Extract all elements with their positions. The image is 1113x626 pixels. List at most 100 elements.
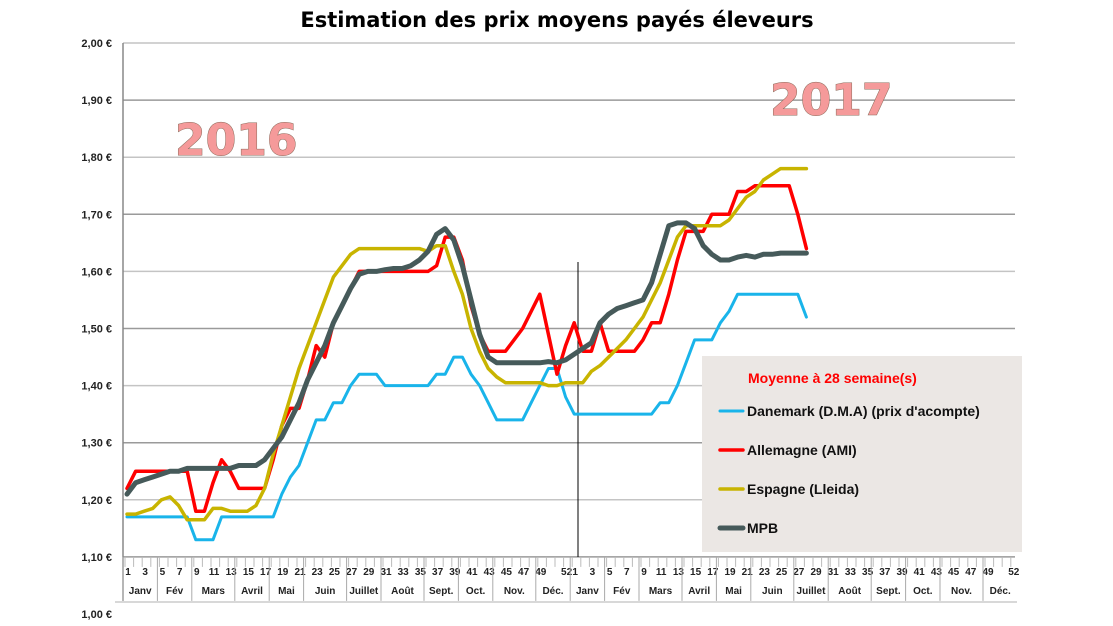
month-label: Avril [688, 586, 710, 597]
y-tick-label: 1,10 € [81, 552, 112, 564]
x-week-label: 1 [572, 567, 578, 578]
y-axis-ticks: 1,00 € 1,10 € 1,20 € 1,30 € 1,40 € 1,50 € 1,60… [81, 38, 112, 621]
year-label-2017: 2017 [770, 75, 892, 126]
x-week-label: 21 [742, 567, 754, 578]
x-week-label: 19 [724, 567, 736, 578]
y-tick-label: 1,80 € [81, 152, 112, 164]
x-week-label: 41 [466, 567, 478, 578]
x-week-label: 25 [776, 567, 788, 578]
month-label: Sept. [429, 586, 454, 597]
y-tick-label: 1,50 € [81, 324, 112, 336]
x-week-label: 13 [673, 567, 685, 578]
legend-box [702, 356, 1022, 552]
gridlines [115, 42, 1017, 603]
x-week-label: 31 [828, 567, 840, 578]
x-week-label: 49 [982, 567, 994, 578]
legend-label: Espagne (Lleida) [747, 481, 859, 497]
month-label: Juillet [797, 586, 827, 597]
x-week-label: 23 [312, 567, 324, 578]
x-week-label: 7 [624, 567, 630, 578]
series-line-mpb [124, 220, 809, 497]
month-label: Oct. [466, 586, 486, 597]
x-week-label: 47 [965, 567, 977, 578]
y-tick-label: 1,30 € [81, 438, 112, 450]
y-tick-label: 1,20 € [81, 495, 112, 507]
month-label: Fév [166, 586, 184, 597]
series-lines [124, 166, 809, 542]
x-week-label: 37 [432, 567, 444, 578]
x-week-label: 7 [177, 567, 183, 578]
x-week-label: 15 [690, 567, 702, 578]
x-week-label: 41 [914, 567, 926, 578]
x-week-label: 5 [160, 567, 166, 578]
legend-label: Danemark (D.M.A) (prix d'acompte) [747, 403, 980, 419]
x-week-label: 23 [759, 567, 771, 578]
month-label: Août [391, 586, 414, 597]
x-axis: 1 3 5 7 9 11 13 15 17 19 21 23 25 27 29 31 33 35 37 39 41 43 4… [122, 556, 1020, 601]
legend: Moyenne à 28 semaine(s) Danemark (D.M.A)… [702, 356, 1022, 552]
month-label: Déc. [990, 586, 1011, 597]
x-week-label: 5 [607, 567, 613, 578]
chart-title: Estimation des prix moyens payés éleveur… [300, 8, 813, 32]
legend-label: MPB [747, 520, 778, 536]
month-label: Juin [762, 586, 783, 597]
month-label: Fév [613, 586, 631, 597]
y-tick-label: 2,00 € [81, 38, 112, 50]
x-week-label: 49 [535, 567, 547, 578]
month-label: Mai [725, 586, 742, 597]
x-week-label: 39 [896, 567, 908, 578]
y-tick-label: 1,40 € [81, 381, 112, 393]
series-line-danemark-d-m-a-prix-d-acompte [125, 292, 808, 542]
x-week-label: 15 [243, 567, 255, 578]
month-label: Mars [202, 586, 226, 597]
legend-title: Moyenne à 28 semaine(s) [748, 370, 917, 386]
legend-label: Allemagne (AMI) [747, 442, 857, 458]
x-week-label: 25 [329, 567, 341, 578]
x-week-label: 43 [931, 567, 943, 578]
x-week-label: 21 [294, 567, 306, 578]
x-week-label: 3 [142, 567, 148, 578]
y-tick-label: 1,00 € [81, 609, 112, 621]
x-week-label: 27 [346, 567, 358, 578]
x-week-label: 27 [793, 567, 805, 578]
month-label: Janv [129, 586, 152, 597]
x-week-label: 1 [125, 567, 131, 578]
x-week-label: 39 [449, 567, 461, 578]
x-week-label: 17 [260, 567, 272, 578]
x-week-label: 45 [948, 567, 960, 578]
x-week-label: 29 [810, 567, 822, 578]
x-week-label: 35 [862, 567, 874, 578]
month-label: Août [838, 586, 861, 597]
x-week-label: 37 [879, 567, 891, 578]
y-tick-label: 1,90 € [81, 95, 112, 107]
x-week-label: 52 [561, 567, 573, 578]
month-label: Nov. [504, 586, 525, 597]
x-week-label: 31 [380, 567, 392, 578]
x-week-label: 29 [363, 567, 375, 578]
x-week-label: 9 [194, 567, 200, 578]
month-label: Avril [241, 586, 263, 597]
x-week-label: 52 [1008, 567, 1020, 578]
month-label: Janv [576, 586, 599, 597]
month-label: Mars [649, 586, 673, 597]
x-week-label: 45 [501, 567, 513, 578]
month-label: Juillet [349, 586, 379, 597]
month-label: Mai [278, 586, 295, 597]
month-label: Oct. [913, 586, 933, 597]
x-week-label: 13 [226, 567, 238, 578]
y-tick-label: 1,70 € [81, 209, 112, 221]
x-week-label: 19 [277, 567, 289, 578]
x-week-label: 43 [484, 567, 496, 578]
month-label: Juin [315, 586, 336, 597]
x-week-label: 33 [398, 567, 410, 578]
x-week-label: 3 [590, 567, 596, 578]
x-week-label: 33 [845, 567, 857, 578]
y-tick-label: 1,60 € [81, 266, 112, 278]
x-week-label: 11 [656, 567, 667, 578]
x-week-label: 11 [209, 567, 220, 578]
x-week-label: 17 [707, 567, 719, 578]
x-week-label: 47 [518, 567, 530, 578]
x-week-label: 9 [641, 567, 647, 578]
month-label: Nov. [951, 586, 972, 597]
